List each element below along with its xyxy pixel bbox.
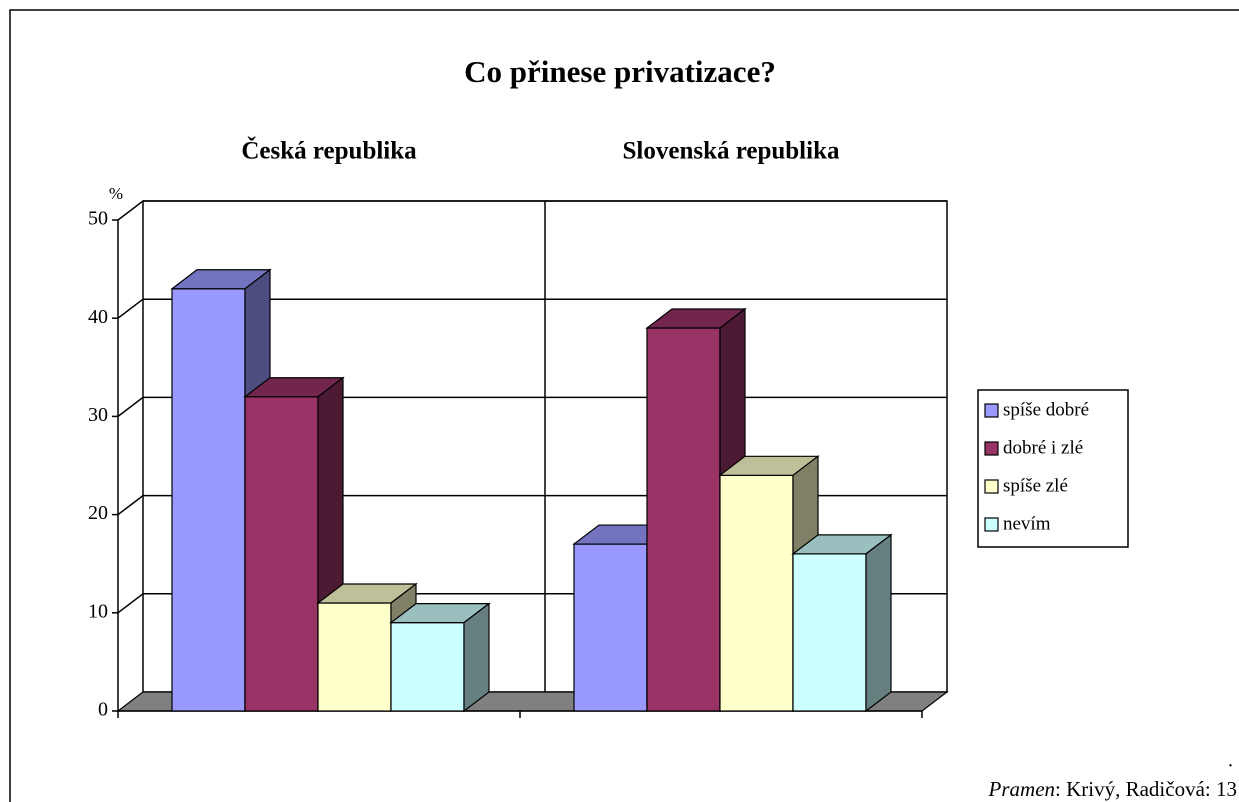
grid-line-side bbox=[117, 200, 144, 221]
source-text: : Krivý, Radičová: 13 bbox=[1055, 777, 1237, 801]
y-tick-label: 50 bbox=[88, 208, 108, 230]
y-tick-label: 40 bbox=[88, 306, 108, 328]
source-label: Pramen bbox=[988, 777, 1056, 801]
bar-side bbox=[463, 602, 490, 713]
legend-swatch bbox=[984, 441, 999, 456]
y-tick-label: 20 bbox=[88, 502, 108, 524]
group-label: Slovenská republika bbox=[623, 138, 840, 165]
frame bbox=[9, 9, 1239, 802]
bar bbox=[573, 543, 648, 712]
bar bbox=[317, 602, 392, 712]
bar bbox=[171, 288, 246, 712]
bar bbox=[390, 622, 465, 712]
bar bbox=[244, 396, 319, 712]
bar bbox=[719, 474, 794, 712]
legend-label: nevím bbox=[1003, 513, 1051, 534]
legend-swatch bbox=[984, 479, 999, 494]
legend-label: spíše dobré bbox=[1003, 399, 1089, 420]
mark: . bbox=[1228, 750, 1233, 772]
legend-box bbox=[977, 389, 1129, 548]
y-tick-label: 10 bbox=[88, 600, 108, 622]
bar-side bbox=[865, 533, 892, 713]
legend-label: dobré i zlé bbox=[1003, 437, 1083, 458]
group-label: Česká republika bbox=[241, 136, 417, 165]
y-unit: % bbox=[109, 184, 123, 203]
source: Pramen: Krivý, Radičová: 13 bbox=[988, 777, 1237, 801]
y-tick-label: 30 bbox=[88, 404, 108, 426]
grid-line-side bbox=[117, 593, 144, 614]
legend-swatch bbox=[984, 517, 999, 532]
y-tick-label: 0 bbox=[98, 699, 108, 721]
bar bbox=[646, 327, 721, 712]
legend-swatch bbox=[984, 403, 999, 418]
bar bbox=[792, 553, 867, 712]
chart-title: Co přinese privatizace? bbox=[464, 54, 776, 89]
legend-label: spíše zlé bbox=[1003, 475, 1068, 496]
grid-line-side bbox=[117, 495, 144, 516]
grid-line-side bbox=[117, 298, 144, 319]
grid-line-side bbox=[117, 396, 144, 417]
